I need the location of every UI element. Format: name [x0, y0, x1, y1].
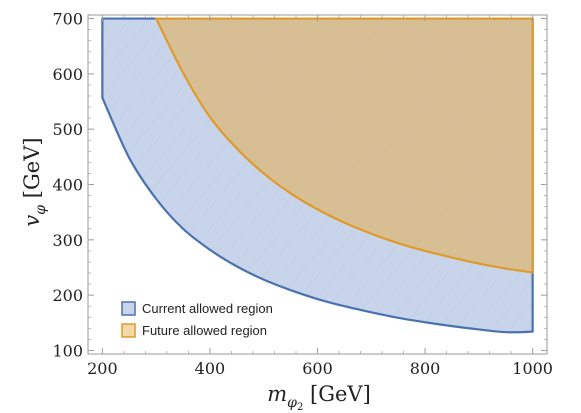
legend-swatch-future: [121, 323, 136, 338]
y-tick-label: 200: [52, 286, 83, 305]
x-tick-label: 200: [87, 359, 118, 378]
x-tick-label: 400: [195, 359, 226, 378]
region-hatch-future: [156, 18, 533, 273]
x-tick-label: 800: [410, 359, 441, 378]
region-outline-current: [101, 17, 534, 334]
legend-label-future: Future allowed region: [142, 323, 267, 338]
x-tick-label: 600: [302, 359, 333, 378]
y-tick-label: 500: [52, 120, 83, 139]
legend-label-current: Current allowed region: [142, 301, 273, 316]
ticks: [88, 15, 547, 354]
y-tick-label: 100: [52, 341, 83, 360]
y-tick-label: 400: [52, 176, 83, 195]
regions: [101, 17, 534, 334]
region-outline-future: [155, 17, 534, 274]
y-axis-label: vφ [GeV]: [20, 137, 49, 226]
legend: Current allowed region Future allowed re…: [121, 301, 273, 338]
x-axis-label: mφ2 [GeV]: [267, 382, 371, 413]
y-tick-label: 600: [52, 65, 83, 84]
legend-swatch-current: [121, 301, 136, 316]
y-tick-label: 700: [52, 10, 83, 29]
x-tick-label: 1000: [512, 359, 553, 378]
y-tick-label: 300: [52, 231, 83, 250]
